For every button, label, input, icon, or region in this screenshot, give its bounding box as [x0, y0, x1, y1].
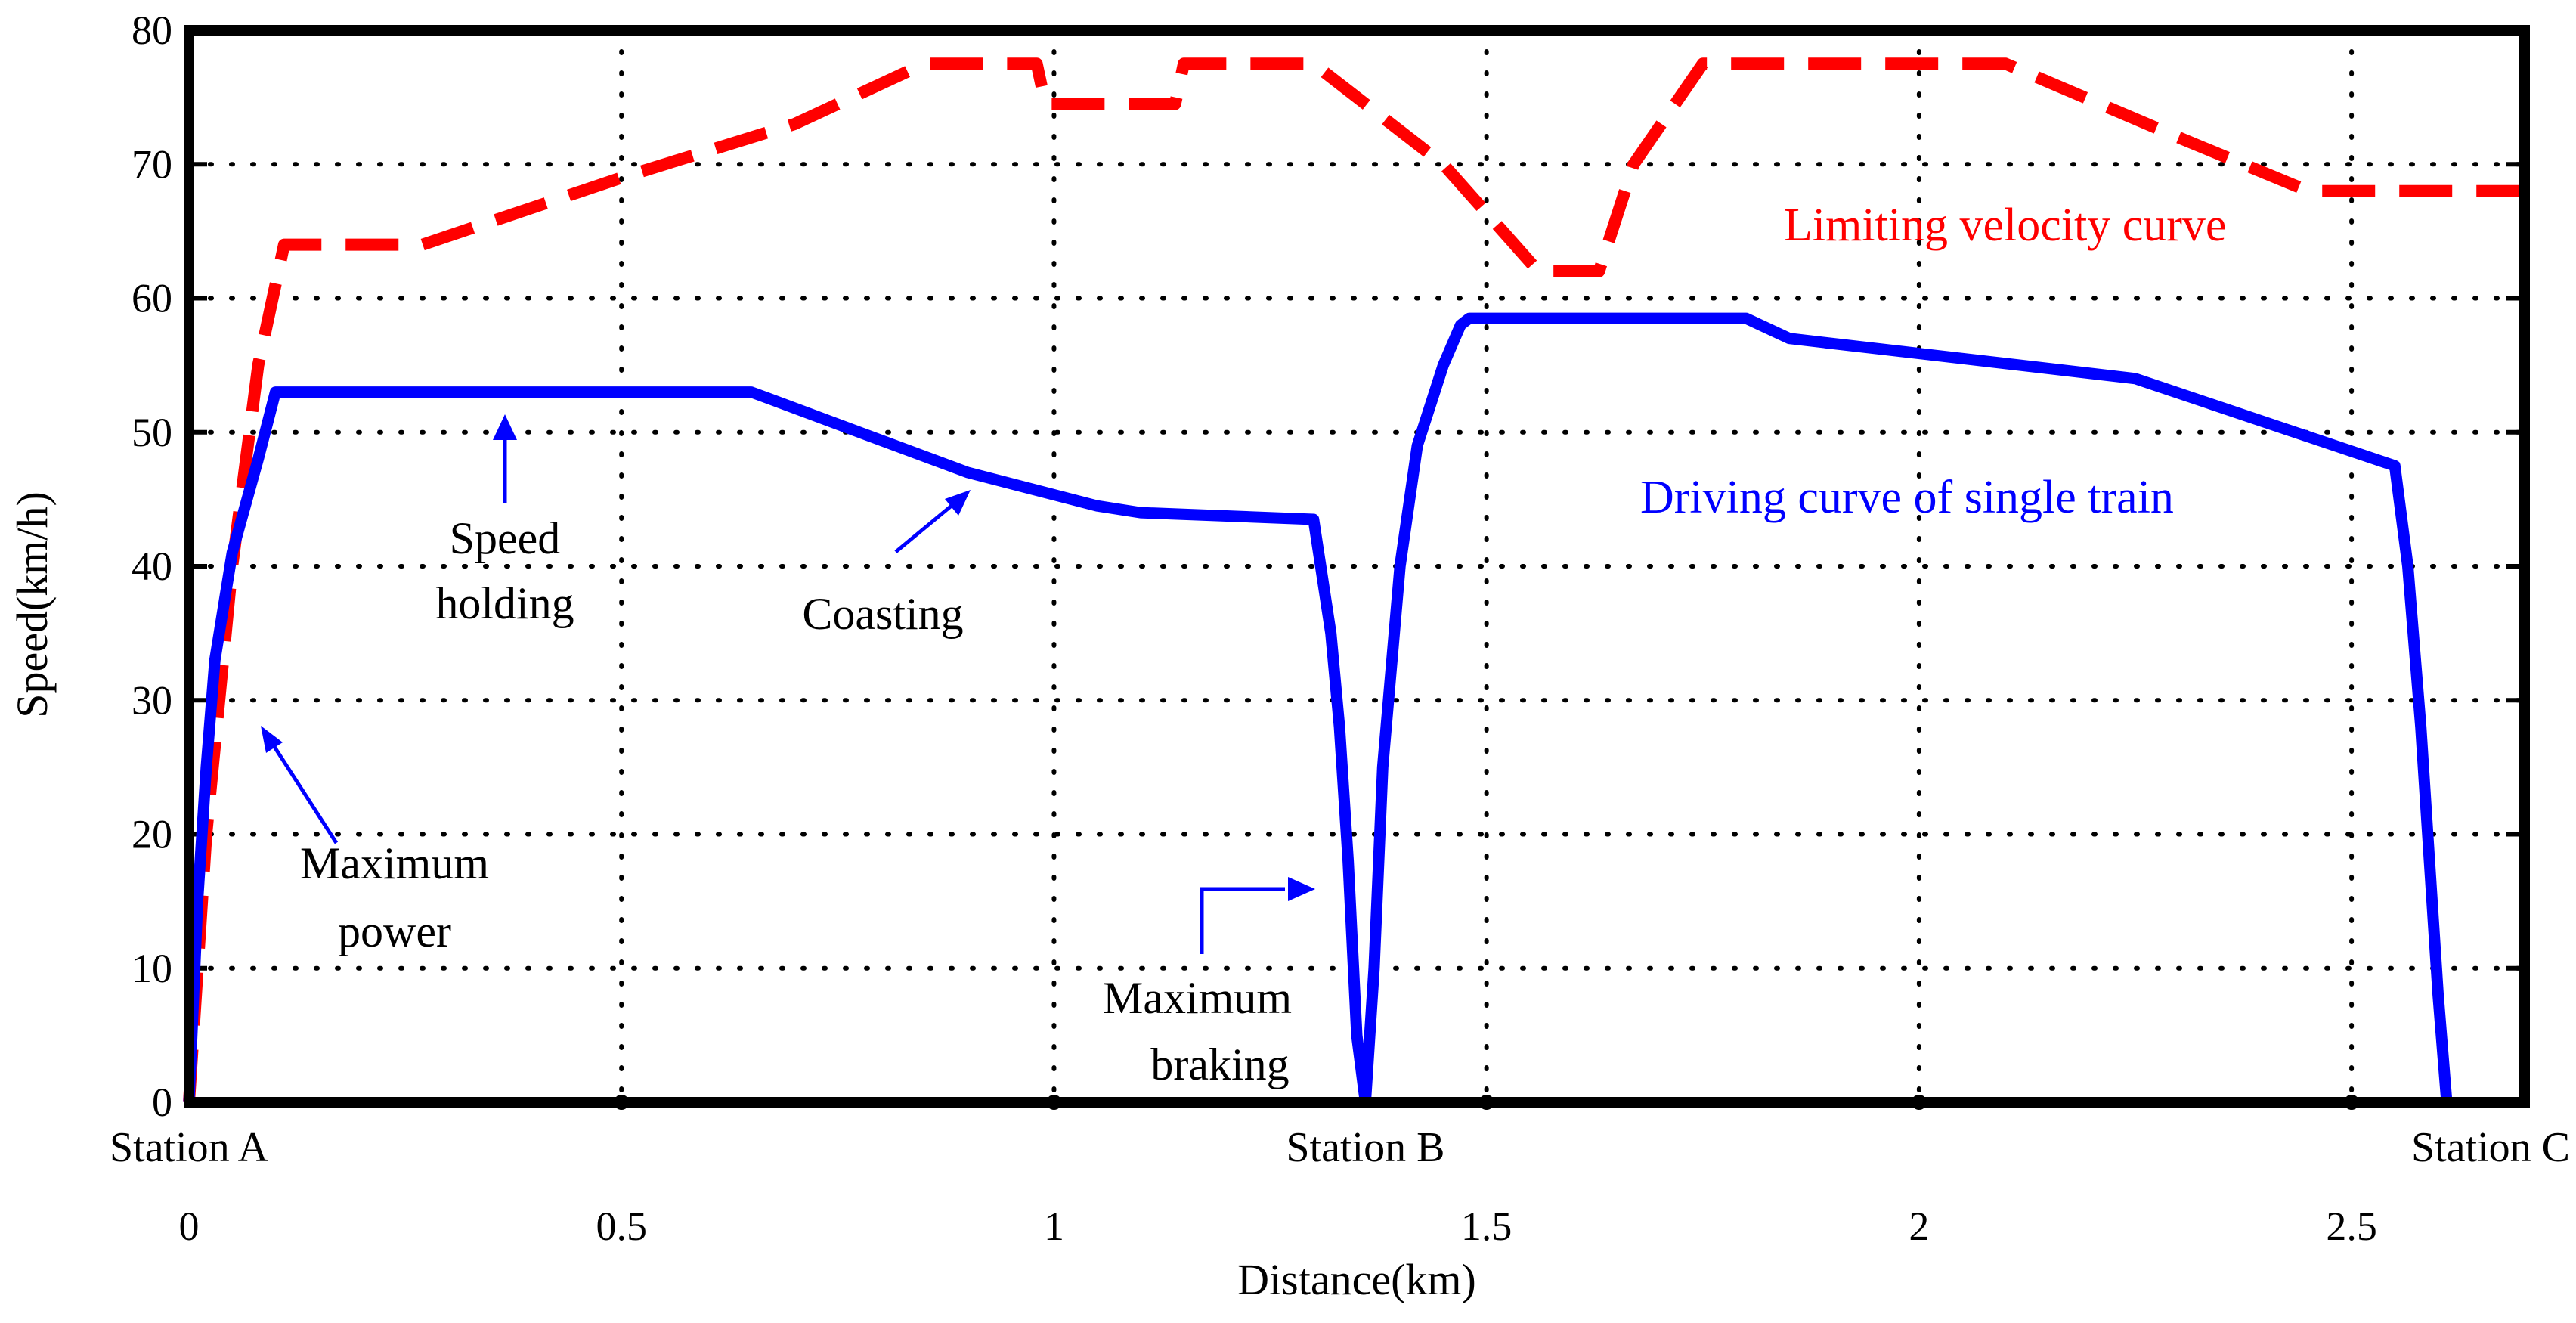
coasting-arrowhead [945, 490, 971, 516]
annotation-maximum-power-line2: power [338, 906, 451, 956]
annotation-coasting: Coasting [802, 490, 971, 639]
annotation-coasting-label: Coasting [802, 589, 963, 639]
x-tick-label: 2 [1909, 1204, 1929, 1249]
x-tick-labels: 0 0.5 1 1.5 2 2.5 [179, 1204, 2377, 1249]
annotation-maximum-braking-line2: braking [1150, 1040, 1289, 1089]
x-tick-label: 2.5 [2326, 1204, 2377, 1249]
station-label: Station B [1286, 1124, 1444, 1171]
x-tick-label: 1 [1044, 1204, 1064, 1249]
y-tick-label: 60 [132, 276, 172, 321]
driving-curve-label: Driving curve of single train [1640, 472, 2174, 523]
annotation-maximum-power-line1: Maximum [300, 838, 489, 888]
station-labels: Station A Station B Station C [110, 1124, 2570, 1171]
x-tick-label: 0 [179, 1204, 200, 1249]
y-tick-label: 0 [152, 1080, 172, 1125]
x-axis-title: Distance(km) [1237, 1255, 1476, 1304]
y-tick-label: 80 [132, 8, 172, 53]
annotation-speed-holding-line2: holding [435, 578, 574, 628]
y-tick-label: 50 [132, 410, 172, 455]
annotation-speed-holding-line1: Speed [450, 513, 561, 563]
maximum-braking-arrow [1200, 887, 1285, 954]
y-tick-label: 70 [132, 141, 172, 187]
y-axis-title: Speed(km/h) [8, 491, 57, 718]
plot-frame [184, 25, 2530, 1108]
y-tick-labels: 0 10 20 30 40 50 60 70 80 [132, 8, 172, 1125]
x-tick-label: 0.5 [596, 1204, 647, 1249]
annotation-speed-holding: Speed holding [435, 414, 574, 628]
annotation-maximum-power: Maximum power [261, 726, 489, 956]
station-label: Station C [2411, 1124, 2570, 1171]
limiting-velocity-label: Limiting velocity curve [1784, 200, 2226, 251]
annotation-maximum-braking: Maximum braking [1103, 877, 1315, 1089]
y-tick-label: 10 [132, 946, 172, 991]
x-tick-label: 1.5 [1461, 1204, 1512, 1249]
station-label: Station A [110, 1124, 269, 1171]
limiting-velocity-series-line [183, 57, 2525, 1103]
y-tick-label: 30 [132, 677, 172, 723]
annotation-maximum-braking-line1: Maximum [1103, 973, 1292, 1023]
maximum-braking-arrowhead [1288, 877, 1315, 901]
coasting-arrow [894, 503, 954, 553]
y-tick-label: 40 [132, 544, 172, 589]
y-tick-label: 20 [132, 812, 172, 857]
maximum-power-arrow [268, 739, 339, 844]
speed-holding-arrowhead [493, 414, 517, 440]
driving-curve-series-line [183, 312, 2453, 1108]
maximum-power-arrowhead [261, 726, 283, 753]
